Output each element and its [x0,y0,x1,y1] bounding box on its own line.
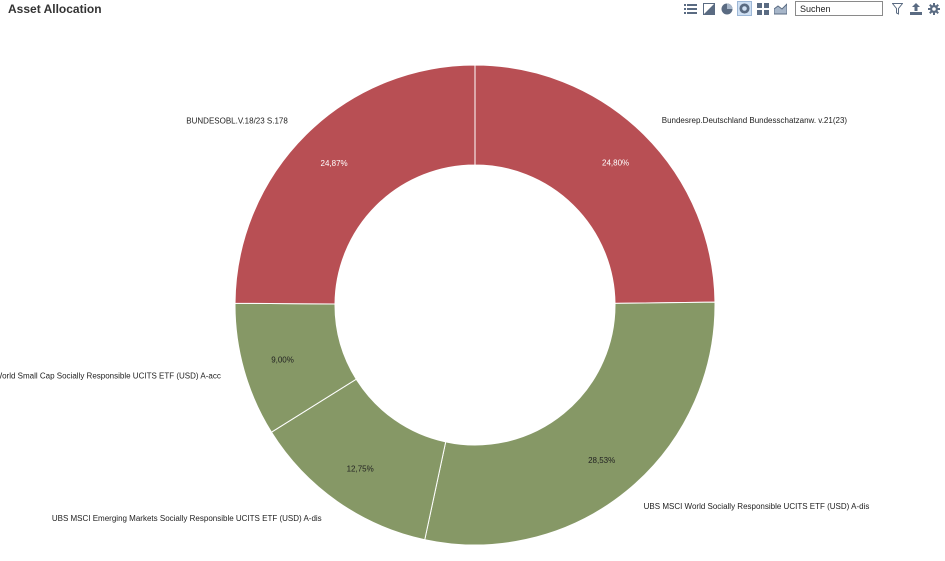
table-icon[interactable] [701,1,716,16]
slice-4[interactable] [234,64,476,305]
filter-icon[interactable] [890,1,905,16]
slice-name-label-0: Bundesrep.Deutschland Bundesschatzanw. v… [662,116,848,125]
toolbar [683,0,941,17]
pie-chart-icon[interactable] [719,1,734,16]
list-icon[interactable] [683,1,698,16]
slice-0[interactable] [474,64,716,304]
slice-name-label-2: UBS MSCI Emerging Markets Socially Respo… [52,514,322,523]
donut-chart-icon[interactable] [737,1,752,16]
slice-percent-label-1: 28,53% [588,456,615,465]
slice-percent-label-3: 9,00% [271,355,294,364]
search-input[interactable] [795,1,883,16]
slice-percent-label-0: 24,80% [602,159,629,168]
slice-1[interactable] [424,301,716,546]
page-title: Asset Allocation [8,2,102,16]
area-chart-icon[interactable] [773,1,788,16]
settings-icon[interactable] [926,1,941,16]
slice-name-label-1: UBS MSCI World Socially Responsible UCIT… [644,502,870,511]
slice-name-label-4: BUNDESOBL.V.18/23 S.178 [186,116,288,125]
slice-percent-label-2: 12,75% [347,465,374,474]
export-icon[interactable] [908,1,923,16]
slice-percent-label-4: 24,87% [321,159,348,168]
grid-icon[interactable] [755,1,770,16]
slice-name-label-3: UBS MSCI World Small Cap Socially Respon… [0,372,221,381]
